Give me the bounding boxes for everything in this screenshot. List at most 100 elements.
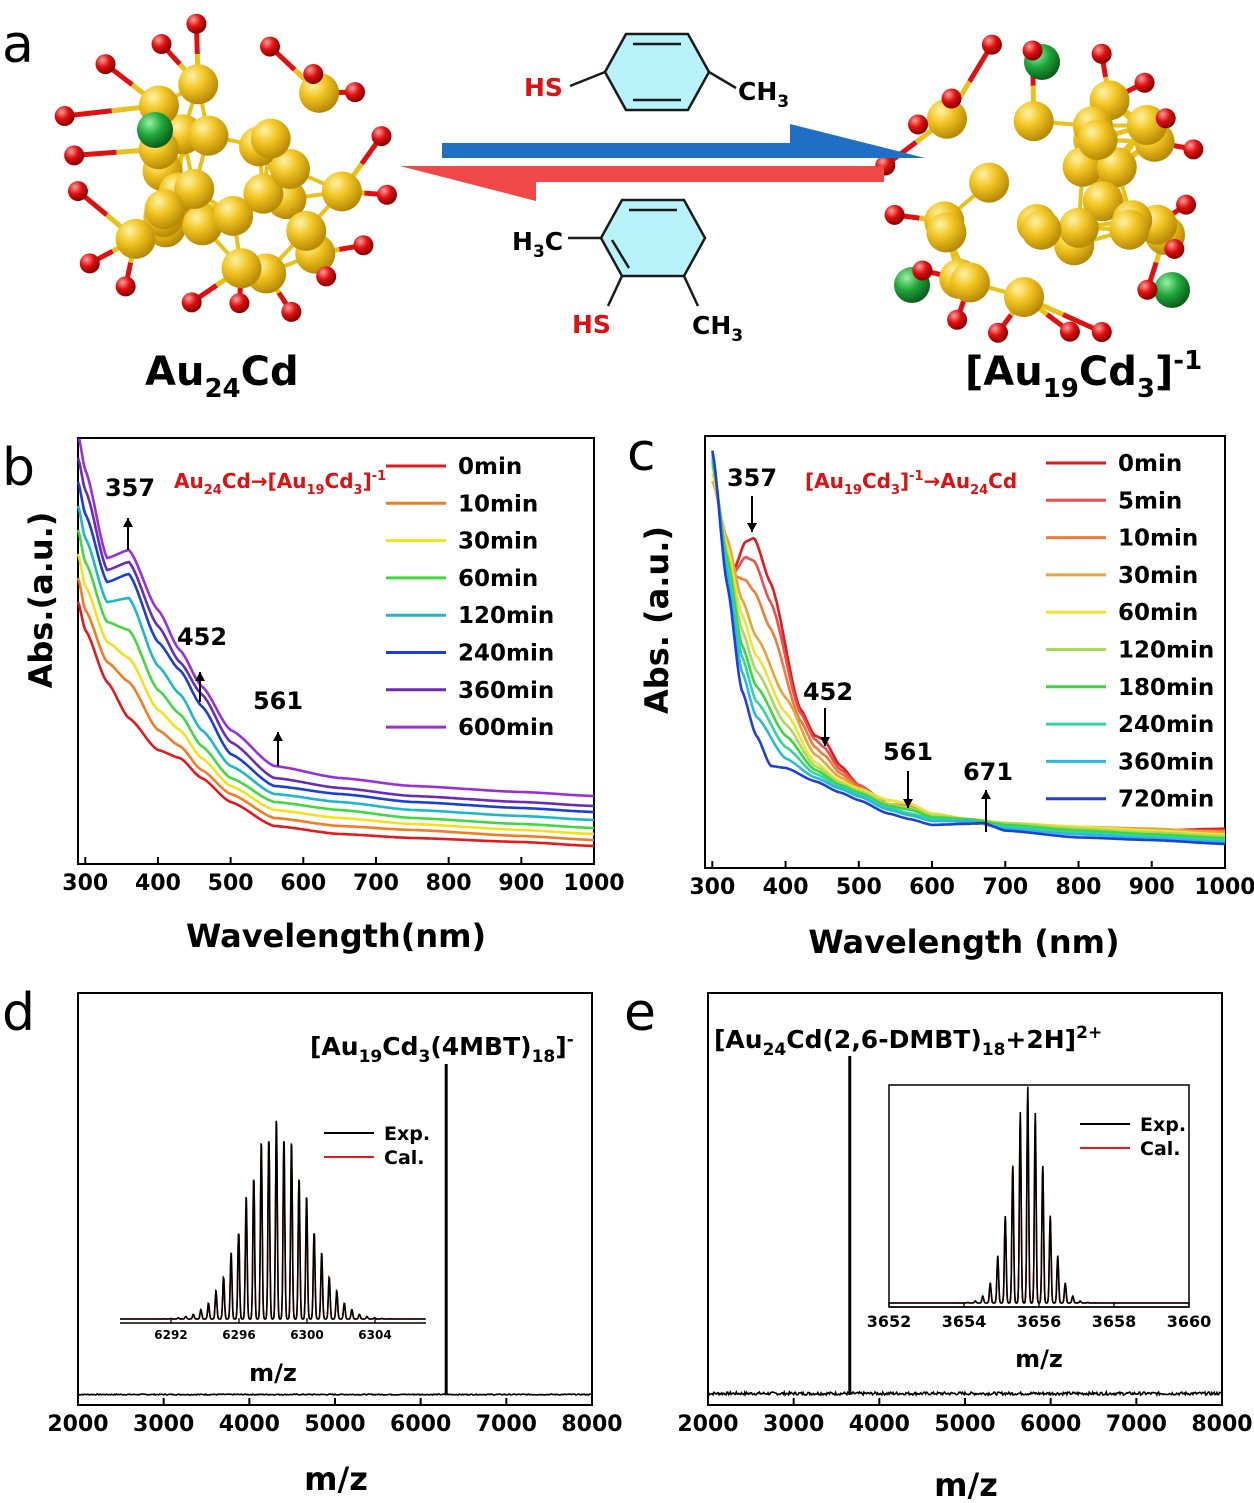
b-ann-from: Au — [174, 469, 204, 493]
legend-label: 180min — [1118, 675, 1214, 701]
26dmbt-hs-label: HS — [572, 310, 611, 339]
x-tick-label: 700 — [353, 871, 399, 896]
inset-tick-label: 3652 — [867, 1312, 912, 1331]
sulfur-atom — [303, 63, 324, 84]
series-line-10min — [76, 577, 594, 842]
sulfur-atom — [260, 36, 281, 57]
legend-label: 120min — [1118, 638, 1214, 664]
legend-label: 30min — [458, 529, 538, 555]
x-tick-label: 6000 — [1020, 1412, 1081, 1437]
26dmbt-ch3-sub: 3 — [731, 326, 743, 346]
gold-atom — [1082, 181, 1123, 222]
peak-label: 671 — [963, 758, 1013, 786]
gold-atom — [1021, 209, 1062, 250]
au19cd3-formula-sub1: 19 — [1043, 374, 1079, 404]
d-pl-ligand: (4MBT) — [430, 1032, 531, 1061]
gold-atom — [969, 162, 1010, 203]
inset-tick-label: 6304 — [358, 1328, 391, 1342]
d-pl-open: [Au — [310, 1032, 359, 1061]
peak-arrowhead — [195, 672, 205, 681]
panel-b-ticks: 300 400 500 600 700 800 900 1000 — [62, 857, 625, 896]
26dmbt-h3c-main: H — [512, 227, 533, 256]
series-line-720min — [711, 450, 1225, 846]
x-tick-label: 5000 — [304, 1412, 365, 1437]
series-line-360min — [76, 457, 594, 808]
gold-atom — [926, 98, 967, 139]
sulfur-atom — [95, 54, 116, 75]
x-tick-label: 300 — [62, 871, 108, 896]
inset-legend-label: Exp. — [1140, 1114, 1186, 1136]
legend-label: 60min — [1118, 600, 1198, 626]
sulfur-atom — [376, 184, 397, 205]
panel-c-ticks: 300 400 500 600 700 800 900 1000 — [689, 861, 1254, 900]
x-tick-label: 5000 — [934, 1412, 995, 1437]
panel-b-curves — [76, 438, 594, 848]
b-ann-from-sub: 24 — [204, 483, 222, 498]
legend-label: 120min — [458, 603, 554, 629]
gold-atom — [1004, 277, 1045, 318]
b-ann-to-close: ] — [363, 469, 372, 493]
b-ann-to-sup: -1 — [372, 469, 386, 484]
inset-tick-label: 3656 — [1017, 1312, 1062, 1331]
sulfur-atom — [345, 82, 366, 103]
x-tick-label: 2000 — [677, 1412, 738, 1437]
sulfur-atom — [371, 126, 392, 147]
x-tick-label: 400 — [135, 871, 181, 896]
x-tick-label: 4000 — [219, 1412, 280, 1437]
x-tick-label: 4000 — [849, 1412, 910, 1437]
26dmbt-molecule: H3C HS CH3 — [512, 198, 743, 346]
panel-a: a Au24Cd [Au19Cd3]-1 HS CH3 — [2, 13, 1204, 404]
panel-c-peaks: 357 452 561 671 — [727, 464, 1013, 832]
26dmbt-h3c-tail: C — [545, 227, 563, 256]
series-line-180min — [711, 461, 1225, 840]
c-ann-from-sub1: 19 — [844, 483, 862, 498]
sulfur-atom — [908, 114, 929, 135]
gold-atom — [188, 115, 229, 156]
au19cd3-formula-main: [Au — [965, 349, 1043, 395]
gold-atom — [926, 212, 967, 253]
x-tick-label: 3000 — [133, 1412, 194, 1437]
4mbt-ch3-label: CH3 — [738, 77, 789, 112]
panel-e-peak-label: [Au24Cd(2,6-DMBT)18+2H]2+ — [714, 1023, 1102, 1060]
au19cd3-formula-mid: Cd — [1079, 349, 1137, 395]
sulfur-atom — [151, 34, 172, 55]
x-tick-label: 8000 — [1191, 1412, 1252, 1437]
c-ann-from: [Au — [805, 469, 844, 493]
sulfur-atom — [884, 204, 905, 225]
d-pl-sub3: 18 — [532, 1047, 556, 1067]
panel-d-xlabel: m/z — [304, 1460, 368, 1498]
panel-b-frame — [77, 437, 595, 865]
reverse-arrow — [400, 166, 884, 201]
panel-label-c: c — [627, 423, 656, 483]
au19cd3-formula: [Au19Cd3]-1 — [965, 346, 1202, 404]
sulfur-atom — [1134, 72, 1155, 93]
c-ann-arrow: → — [924, 469, 941, 493]
inset-calculated-line — [120, 1135, 426, 1320]
sulfur-atom — [229, 293, 250, 314]
panel-d-inset: 6292 6296 6300 6304 m/z Exp.Cal. — [120, 1120, 430, 1387]
inset-legend-label: Cal. — [1140, 1138, 1181, 1160]
sulfur-atom — [1091, 322, 1112, 343]
c-ann-from-mid: Cd — [862, 469, 891, 493]
sulfur-atom — [1164, 238, 1185, 259]
c-ann-from-sup: -1 — [909, 469, 923, 484]
gold-atom — [321, 171, 362, 212]
au19cd3-formula-close: ] — [1155, 349, 1173, 395]
gold-atom — [1109, 209, 1150, 250]
x-tick-label: 7000 — [476, 1412, 537, 1437]
panel-label-a: a — [2, 15, 34, 75]
panel-d-peak-label: [Au19Cd3(4MBT)18]- — [310, 1030, 574, 1067]
sulfur-atom — [353, 235, 374, 256]
panel-d-spectrum — [77, 1064, 593, 1397]
legend-label: 0min — [1118, 451, 1182, 477]
sulfur-atom — [1155, 108, 1176, 129]
e-pl-sub2: 18 — [982, 1040, 1006, 1060]
legend-label: 360min — [458, 678, 554, 704]
au24cd-formula-tail: Cd — [241, 349, 299, 395]
au19cd3-formula-sub2: 3 — [1137, 374, 1155, 404]
panel-b-legend: 0min 10min 30min 60min 120min 240min 360min 600… — [386, 454, 554, 741]
sulfur-atom — [947, 309, 968, 330]
b-ann-to: [Au — [268, 469, 307, 493]
legend-label: 10min — [458, 491, 538, 517]
